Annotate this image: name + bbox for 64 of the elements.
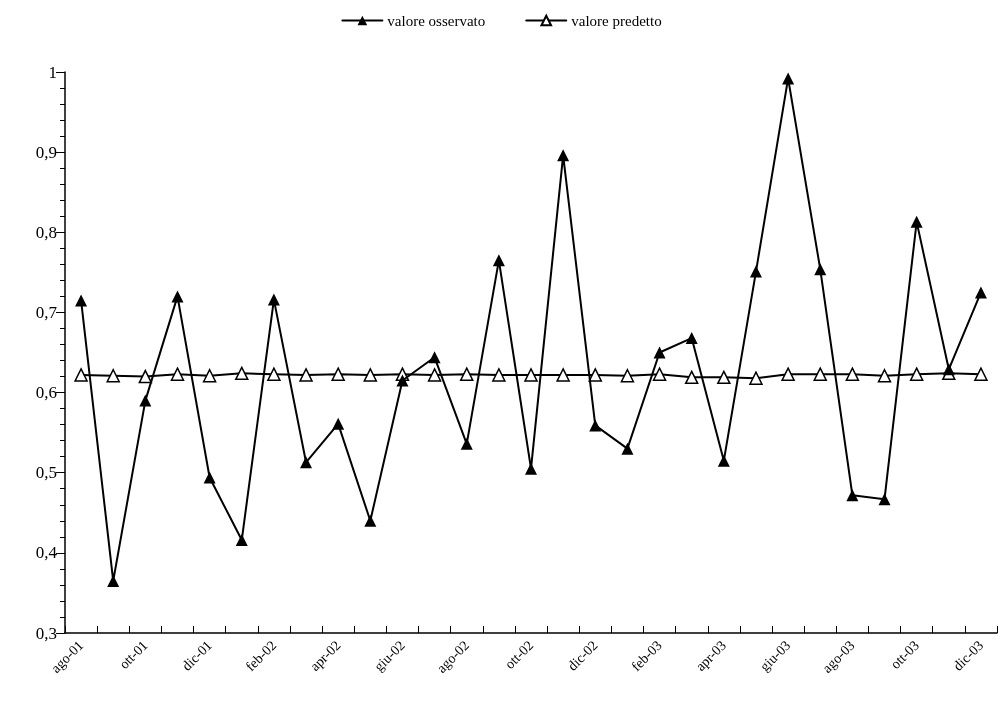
point [460, 437, 473, 450]
point [717, 454, 730, 467]
point [845, 367, 860, 381]
point [909, 367, 924, 381]
point [235, 366, 249, 381]
point [139, 394, 152, 407]
point [300, 456, 313, 469]
y-tick-label: 1 [48, 62, 57, 82]
point [556, 368, 570, 382]
point [781, 367, 795, 381]
point [202, 368, 217, 383]
point [171, 290, 184, 303]
point [814, 263, 827, 276]
point [299, 368, 313, 382]
point [492, 254, 505, 267]
point [652, 367, 667, 381]
point [717, 370, 731, 385]
point [621, 442, 634, 455]
point [267, 367, 281, 381]
point [974, 286, 987, 299]
y-tick-label: 0,9 [35, 142, 57, 162]
point [749, 265, 762, 278]
point [782, 72, 795, 85]
point [910, 215, 923, 228]
y-tick-label: 0,6 [35, 383, 57, 403]
point [74, 368, 88, 382]
y-tick-label: 0,3 [35, 623, 57, 643]
point [427, 368, 442, 382]
point [877, 368, 892, 383]
point [170, 367, 185, 381]
point [588, 368, 603, 382]
point [524, 368, 538, 382]
point [846, 489, 859, 502]
point [685, 332, 698, 345]
point [203, 471, 216, 484]
y-tick-label: 0,8 [35, 222, 57, 242]
point [106, 368, 120, 383]
point [813, 367, 827, 381]
point [331, 367, 345, 381]
point [364, 514, 377, 527]
legend-label: valore predetto [571, 12, 662, 29]
y-tick-label: 0,7 [35, 302, 58, 322]
point [653, 346, 666, 359]
point [235, 534, 248, 547]
point [942, 363, 955, 376]
point [557, 149, 570, 162]
y-tick-label: 0,4 [35, 543, 58, 563]
point [684, 370, 699, 385]
point [138, 369, 153, 384]
point [749, 371, 763, 385]
point [974, 367, 988, 381]
point [459, 367, 474, 381]
y-tick-label: 0,5 [35, 463, 57, 483]
point [267, 293, 280, 306]
point [363, 368, 378, 382]
point [589, 419, 602, 432]
point [332, 417, 345, 430]
point [396, 374, 409, 387]
point [492, 368, 506, 382]
point [878, 493, 891, 506]
point [75, 294, 88, 307]
point [620, 368, 635, 383]
legend-label: valore osservato [387, 12, 486, 29]
point [428, 351, 441, 364]
